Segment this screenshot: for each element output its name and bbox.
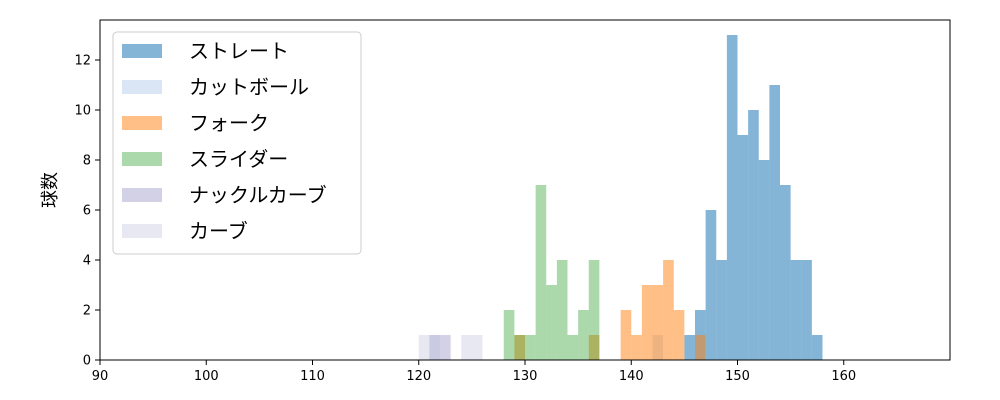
- legend-swatch: [122, 188, 162, 202]
- x-tick-label: 110: [300, 369, 325, 384]
- y-tick-label: 8: [83, 154, 91, 169]
- y-tick-label: 6: [83, 204, 91, 219]
- histogram-bar: [652, 285, 664, 360]
- x-tick-label: 120: [406, 369, 431, 384]
- histogram-bar: [790, 260, 802, 360]
- histogram-bar: [737, 135, 749, 360]
- y-tick-label: 4: [83, 254, 91, 269]
- histogram-bar: [663, 260, 674, 360]
- histogram-bar: [673, 310, 685, 360]
- histogram-bar: [471, 335, 483, 360]
- histogram-bar: [546, 285, 557, 360]
- x-tick-label: 100: [194, 369, 219, 384]
- histogram-bar: [801, 260, 812, 360]
- histogram-bar: [440, 335, 451, 360]
- series-5: [418, 335, 483, 360]
- histogram-bar: [705, 210, 717, 360]
- y-tick-label: 2: [83, 304, 91, 319]
- series-0: [684, 35, 823, 360]
- histogram-bar: [588, 260, 600, 360]
- x-tick-label: 150: [725, 369, 750, 384]
- series-2: [514, 260, 706, 360]
- histogram-bar: [514, 335, 525, 360]
- y-axis: 0 2 4 6 8 10 12: [74, 54, 100, 369]
- y-tick-label: 0: [83, 354, 91, 369]
- histogram-bar: [418, 335, 430, 360]
- y-tick-label: 10: [74, 104, 91, 119]
- histogram-bar: [758, 160, 770, 360]
- histogram-bar: [695, 335, 706, 360]
- histogram-bar: [780, 185, 791, 360]
- y-tick-label: 12: [74, 54, 91, 69]
- x-tick-label: 130: [513, 369, 538, 384]
- histogram-bar: [567, 335, 579, 360]
- legend-label: スライダー: [189, 147, 288, 171]
- histogram-bar: [429, 335, 440, 360]
- series-3: [503, 185, 600, 360]
- legend-label: ナックルカーブ: [189, 183, 327, 207]
- histogram-bar: [631, 335, 642, 360]
- x-tick-label: 90: [92, 369, 109, 384]
- legend-box: [112, 31, 362, 255]
- histogram-bar: [429, 335, 440, 360]
- y-axis-title: 球数: [40, 172, 61, 208]
- legend-label: フォーク: [189, 111, 269, 135]
- legend-label: カーブ: [189, 219, 248, 243]
- legend-label: カットボール: [189, 75, 309, 99]
- histogram-bar: [588, 335, 600, 360]
- histogram-bar: [769, 85, 780, 360]
- histogram-bar: [514, 335, 525, 360]
- histogram-bar: [620, 310, 632, 360]
- histogram-bar: [556, 260, 568, 360]
- histogram-bar: [748, 110, 759, 360]
- x-tick-label: 160: [831, 369, 856, 384]
- legend-swatch: [122, 224, 162, 238]
- x-axis: 90 100 110 120 130 140 150 160: [92, 360, 856, 384]
- histogram-bar: [461, 335, 472, 360]
- histogram-bars: [418, 35, 823, 360]
- histogram-bar: [578, 310, 589, 360]
- histogram-bar: [525, 335, 536, 360]
- histogram-bar: [641, 285, 653, 360]
- histogram-bar: [716, 260, 727, 360]
- legend-swatch: [122, 116, 162, 130]
- histogram-bar: [503, 310, 515, 360]
- legend-swatch: [122, 80, 162, 94]
- legend-swatch: [122, 44, 162, 58]
- histogram-bar: [535, 185, 547, 360]
- histogram-bar: [684, 335, 695, 360]
- histogram-bar: [811, 335, 823, 360]
- x-tick-label: 140: [619, 369, 644, 384]
- histogram-bar: [726, 35, 738, 360]
- series-4: [429, 335, 451, 360]
- legend-label: ストレート: [189, 39, 289, 63]
- legend-swatch: [122, 152, 162, 166]
